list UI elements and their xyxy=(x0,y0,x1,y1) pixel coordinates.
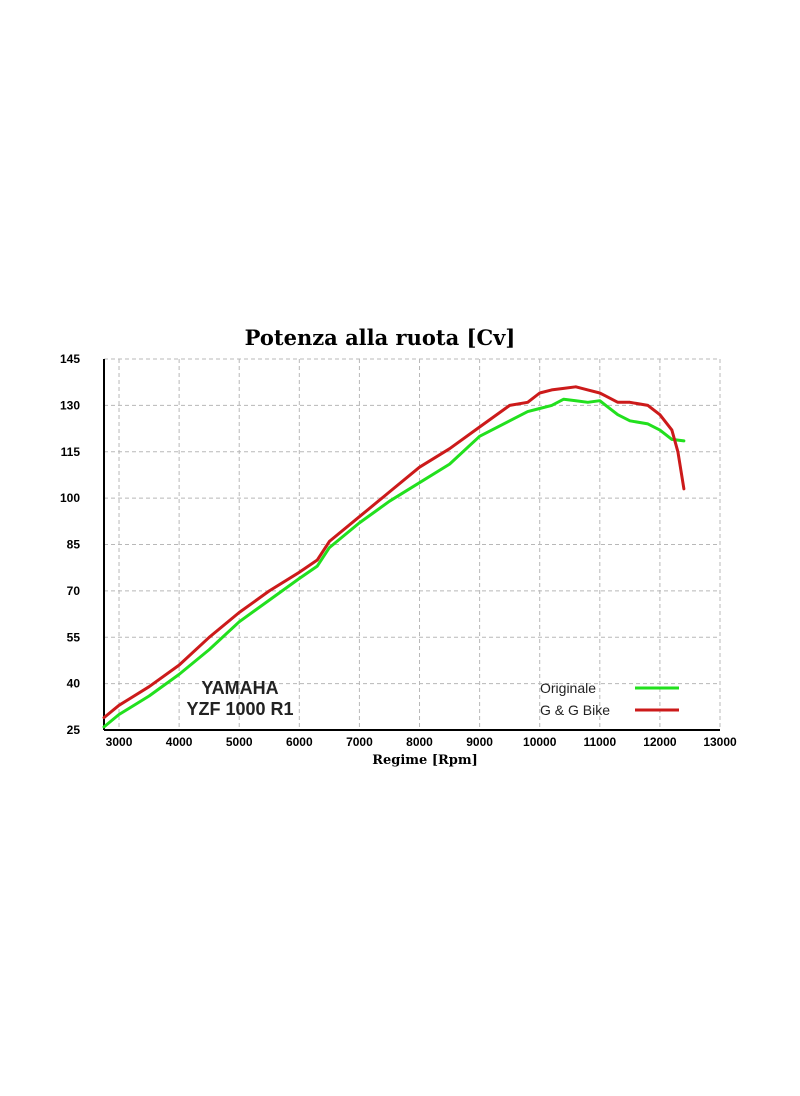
legend-label: G & G Bike xyxy=(540,702,610,718)
y-tick-label: 55 xyxy=(67,630,81,644)
series-line-originale xyxy=(102,397,686,729)
x-axis-label: Regime [Rpm] xyxy=(372,753,478,768)
x-tick-label: 11000 xyxy=(583,735,616,749)
y-tick-label: 25 xyxy=(67,723,81,737)
x-tick-label: 13000 xyxy=(703,735,737,749)
y-tick-label: 85 xyxy=(67,538,81,552)
x-tick-label: 7000 xyxy=(346,735,373,749)
y-tick-label: 70 xyxy=(67,584,81,598)
x-tick-label: 5000 xyxy=(226,735,253,749)
model-name-line2: YZF 1000 R1 xyxy=(186,699,293,719)
x-tick-label: 4000 xyxy=(166,735,193,749)
x-tick-label: 8000 xyxy=(406,735,433,749)
series-group xyxy=(102,385,686,729)
y-tick-label: 115 xyxy=(61,445,81,459)
legend: Originale G & G Bike xyxy=(540,680,679,718)
chart-grid xyxy=(104,358,721,730)
x-tick-labels: 3000 4000 5000 6000 7000 8000 9000 10000 11000 12… xyxy=(106,735,737,749)
legend-label: Originale xyxy=(540,680,596,696)
x-tick-label: 6000 xyxy=(286,735,313,749)
model-name-line1: YAMAHA xyxy=(201,678,278,698)
chart-title: Potenza alla ruota [Cv] xyxy=(245,325,516,350)
x-tick-label: 12000 xyxy=(643,735,677,749)
y-tick-label: 100 xyxy=(60,491,80,505)
x-tick-label: 3000 xyxy=(106,735,133,749)
series-line-gg-bike xyxy=(102,385,686,720)
x-tick-label: 9000 xyxy=(466,735,493,749)
x-tick-label: 10000 xyxy=(523,735,557,749)
y-tick-labels: 25 40 55 70 85 100 115 130 145 xyxy=(60,352,80,737)
y-tick-label: 40 xyxy=(67,677,81,691)
y-tick-label: 145 xyxy=(60,352,80,366)
y-tick-label: 130 xyxy=(60,398,80,412)
